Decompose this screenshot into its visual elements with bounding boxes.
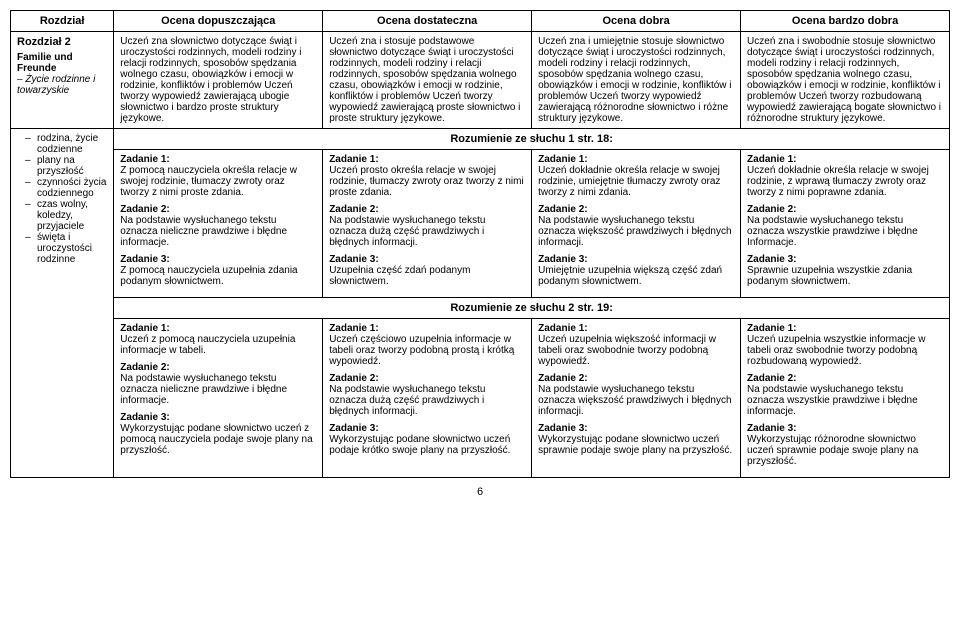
task-label: Zadanie 2: [120, 204, 169, 215]
topic-item: czynności życia codziennego [29, 177, 107, 199]
task-text: Umiejętnie uzupełnia większą część zdań … [538, 265, 722, 287]
task-text: Na podstawie wysłuchanego tekstu oznacza… [120, 215, 287, 248]
task-text: Uczeń uzupełnia większość informacji w t… [538, 334, 716, 367]
header-rozdzial: Rozdział [11, 11, 114, 32]
task-label: Zadanie 3: [747, 254, 796, 265]
header-dobra: Ocena dobra [532, 11, 741, 32]
topics-sidebar: rodzina, życie codzienne plany na przysz… [11, 129, 114, 478]
task-label: Zadanie 3: [329, 423, 378, 434]
cell-dopuszczajaca: Uczeń zna słownictwo dotyczące świąt i u… [114, 32, 323, 129]
topic-item: święta i uroczystości rodzinne [29, 232, 107, 265]
header-bardzo-dobra: Ocena bardzo dobra [741, 11, 950, 32]
task-text: Na podstawie wysłuchanego tekstu oznacza… [747, 215, 918, 248]
s1-c4: Zadanie 1:Uczeń dokładnie określa relacj… [741, 150, 950, 298]
assessment-table: Rozdział Ocena dopuszczająca Ocena dosta… [10, 10, 950, 478]
s2-c3: Zadanie 1:Uczeń uzupełnia większość info… [532, 319, 741, 478]
task-label: Zadanie 1: [747, 323, 796, 334]
section2-title: Rozumienie ze słuchu 2 str. 19: [114, 298, 950, 319]
chapter-sidebar: Rozdział 2 Familie und Freunde – Życie r… [11, 32, 114, 129]
task-text: Wykorzystując różnorodne słownictwo ucze… [747, 434, 918, 467]
task-text: Uczeń prosto określa relacje w swojej ro… [329, 165, 524, 198]
chapter-italic: – Życie rodzinne i towarzyskie [17, 74, 107, 96]
task-text: Na podstawie wysłuchanego tekstu oznacza… [538, 384, 731, 417]
header-dostateczna: Ocena dostateczna [323, 11, 532, 32]
task-label: Zadanie 3: [538, 423, 587, 434]
s1-c3: Zadanie 1:Uczeń dokładnie określa relacj… [532, 150, 741, 298]
section1-title: Rozumienie ze słuchu 1 str. 18: [114, 129, 950, 150]
task-label: Zadanie 1: [329, 323, 378, 334]
task-text: Wykorzystując podane słownictwo uczeń z … [120, 423, 312, 456]
topics-list: rodzina, życie codzienne plany na przysz… [17, 133, 107, 265]
task-label: Zadanie 1: [120, 154, 169, 165]
task-text: Wykorzystując podane słownictwo uczeń sp… [538, 434, 732, 456]
task-label: Zadanie 3: [120, 412, 169, 423]
task-label: Zadanie 1: [329, 154, 378, 165]
section1-content-row: Zadanie 1:Z pomocą nauczyciela określa r… [11, 150, 950, 298]
section2-content-row: Zadanie 1:Uczeń z pomocą nauczyciela uzu… [11, 319, 950, 478]
section1-header-row: rodzina, życie codzienne plany na przysz… [11, 129, 950, 150]
task-text: Uczeń uzupełnia wszystkie informacje w t… [747, 334, 925, 367]
header-row: Rozdział Ocena dopuszczająca Ocena dosta… [11, 11, 950, 32]
task-text: Na podstawie wysłuchanego tekstu oznacza… [747, 384, 918, 417]
task-text: Na podstawie wysłuchanego tekstu oznacza… [329, 215, 485, 248]
task-label: Zadanie 2: [538, 373, 587, 384]
task-label: Zadanie 3: [747, 423, 796, 434]
task-label: Zadanie 2: [538, 204, 587, 215]
task-label: Zadanie 1: [538, 323, 587, 334]
topic-item: plany na przyszłość [29, 155, 107, 177]
task-label: Zadanie 3: [120, 254, 169, 265]
task-label: Zadanie 1: [120, 323, 169, 334]
cell-bardzo-dobra: Uczeń zna i swobodnie stosuje słownictwo… [741, 32, 950, 129]
task-text: Uczeń dokładnie określa relacje w swojej… [538, 165, 720, 198]
task-text: Uczeń z pomocą nauczyciela uzupełnia inf… [120, 334, 295, 356]
task-text: Uczeń częściowo uzupełnia informacje w t… [329, 334, 514, 367]
task-label: Zadanie 2: [120, 362, 169, 373]
task-text: Na podstawie wysłuchanego tekstu oznacza… [538, 215, 731, 248]
task-text: Z pomocą nauczyciela uzupełnia zdania po… [120, 265, 297, 287]
task-label: Zadanie 3: [538, 254, 587, 265]
cell-dostateczna: Uczeń zna i stosuje podstawowe słownictw… [323, 32, 532, 129]
s2-c2: Zadanie 1:Uczeń częściowo uzupełnia info… [323, 319, 532, 478]
header-dopuszczajaca: Ocena dopuszczająca [114, 11, 323, 32]
task-text: Z pomocą nauczyciela określa relacje w s… [120, 165, 297, 198]
task-text: Wykorzystując podane słownictwo uczeń po… [329, 434, 510, 456]
task-label: Zadanie 1: [538, 154, 587, 165]
s2-c4: Zadanie 1:Uczeń uzupełnia wszystkie info… [741, 319, 950, 478]
task-text: Na podstawie wysłuchanego tekstu oznacza… [329, 384, 485, 417]
task-label: Zadanie 2: [329, 204, 378, 215]
task-label: Zadanie 2: [329, 373, 378, 384]
cell-dobra: Uczeń zna i umiejętnie stosuje słownictw… [532, 32, 741, 129]
task-label: Zadanie 3: [329, 254, 378, 265]
s1-c1: Zadanie 1:Z pomocą nauczyciela określa r… [114, 150, 323, 298]
topic-item: rodzina, życie codzienne [29, 133, 107, 155]
task-text: Uzupełnia część zdań podanym słownictwem… [329, 265, 470, 287]
task-text: Na podstawie wysłuchanego tekstu oznacza… [120, 373, 287, 406]
topic-item: czas wolny, koledzy, przyjaciele [29, 199, 107, 232]
s2-c1: Zadanie 1:Uczeń z pomocą nauczyciela uzu… [114, 319, 323, 478]
s1-c2: Zadanie 1:Uczeń prosto określa relacje w… [323, 150, 532, 298]
chapter-title: Rozdział 2 [17, 36, 107, 48]
chapter-row: Rozdział 2 Familie und Freunde – Życie r… [11, 32, 950, 129]
task-text: Sprawnie uzupełnia wszystkie zdania poda… [747, 265, 912, 287]
task-label: Zadanie 2: [747, 204, 796, 215]
page-number: 6 [10, 486, 950, 498]
task-label: Zadanie 1: [747, 154, 796, 165]
task-text: Uczeń dokładnie określa relacje w swojej… [747, 165, 929, 198]
chapter-subtitle: Familie und Freunde [17, 52, 107, 74]
task-label: Zadanie 2: [747, 373, 796, 384]
section2-header-row: Rozumienie ze słuchu 2 str. 19: [11, 298, 950, 319]
